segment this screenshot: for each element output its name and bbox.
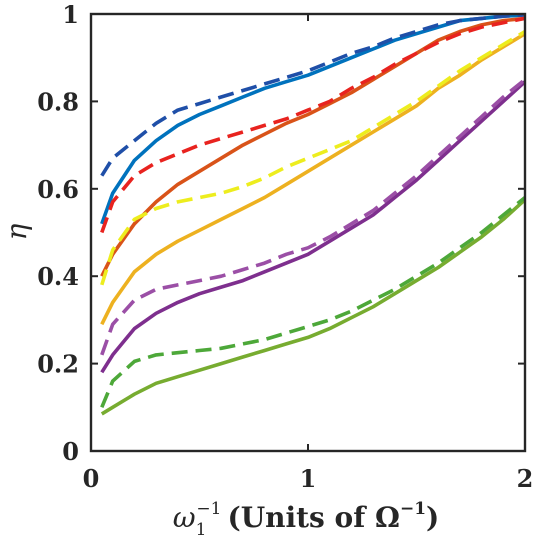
y-axis-label: η	[0, 223, 33, 240]
x-axis-label-units-sup: −1	[400, 499, 426, 519]
series-layer	[100, 13, 527, 416]
x-axis-label-close: )	[426, 501, 439, 534]
y-tick-label: 0.4	[37, 262, 79, 291]
series-line-3-solid	[100, 16, 526, 278]
x-axis-label-sub: 1	[196, 520, 207, 540]
series-line-4-dashed	[100, 16, 526, 234]
series-line-9-solid	[100, 198, 527, 416]
y-tick-label: 0.8	[37, 87, 79, 116]
x-tick-label: 2	[517, 464, 534, 493]
series-line-6-dashed	[100, 29, 526, 286]
series-line-8-dashed	[100, 78, 527, 356]
y-tick-label: 0.6	[37, 175, 79, 204]
y-tick-label: 0	[62, 437, 79, 466]
series-line-10-dashed	[100, 196, 527, 408]
x-tick-label: 1	[300, 464, 317, 493]
series-line-2-dashed	[100, 13, 526, 177]
x-axis-label: ω1−1 (Units of Ω−1)	[173, 499, 440, 540]
x-axis-label-omega: ω	[173, 501, 196, 534]
x-tick-label: 0	[83, 464, 100, 493]
x-axis-label-sup: −1	[196, 499, 221, 519]
y-tick-label: 0.2	[37, 350, 79, 379]
series-line-7-solid	[100, 80, 527, 374]
x-axis-label-units: (Units of Ω	[227, 501, 400, 534]
tick-layer: 0 1 2 0 0.2 0.4 0.6 0.8 1	[37, 0, 533, 493]
plot-background	[91, 14, 525, 451]
series-line-5-solid	[100, 32, 526, 326]
y-tick-label: 1	[62, 0, 79, 29]
